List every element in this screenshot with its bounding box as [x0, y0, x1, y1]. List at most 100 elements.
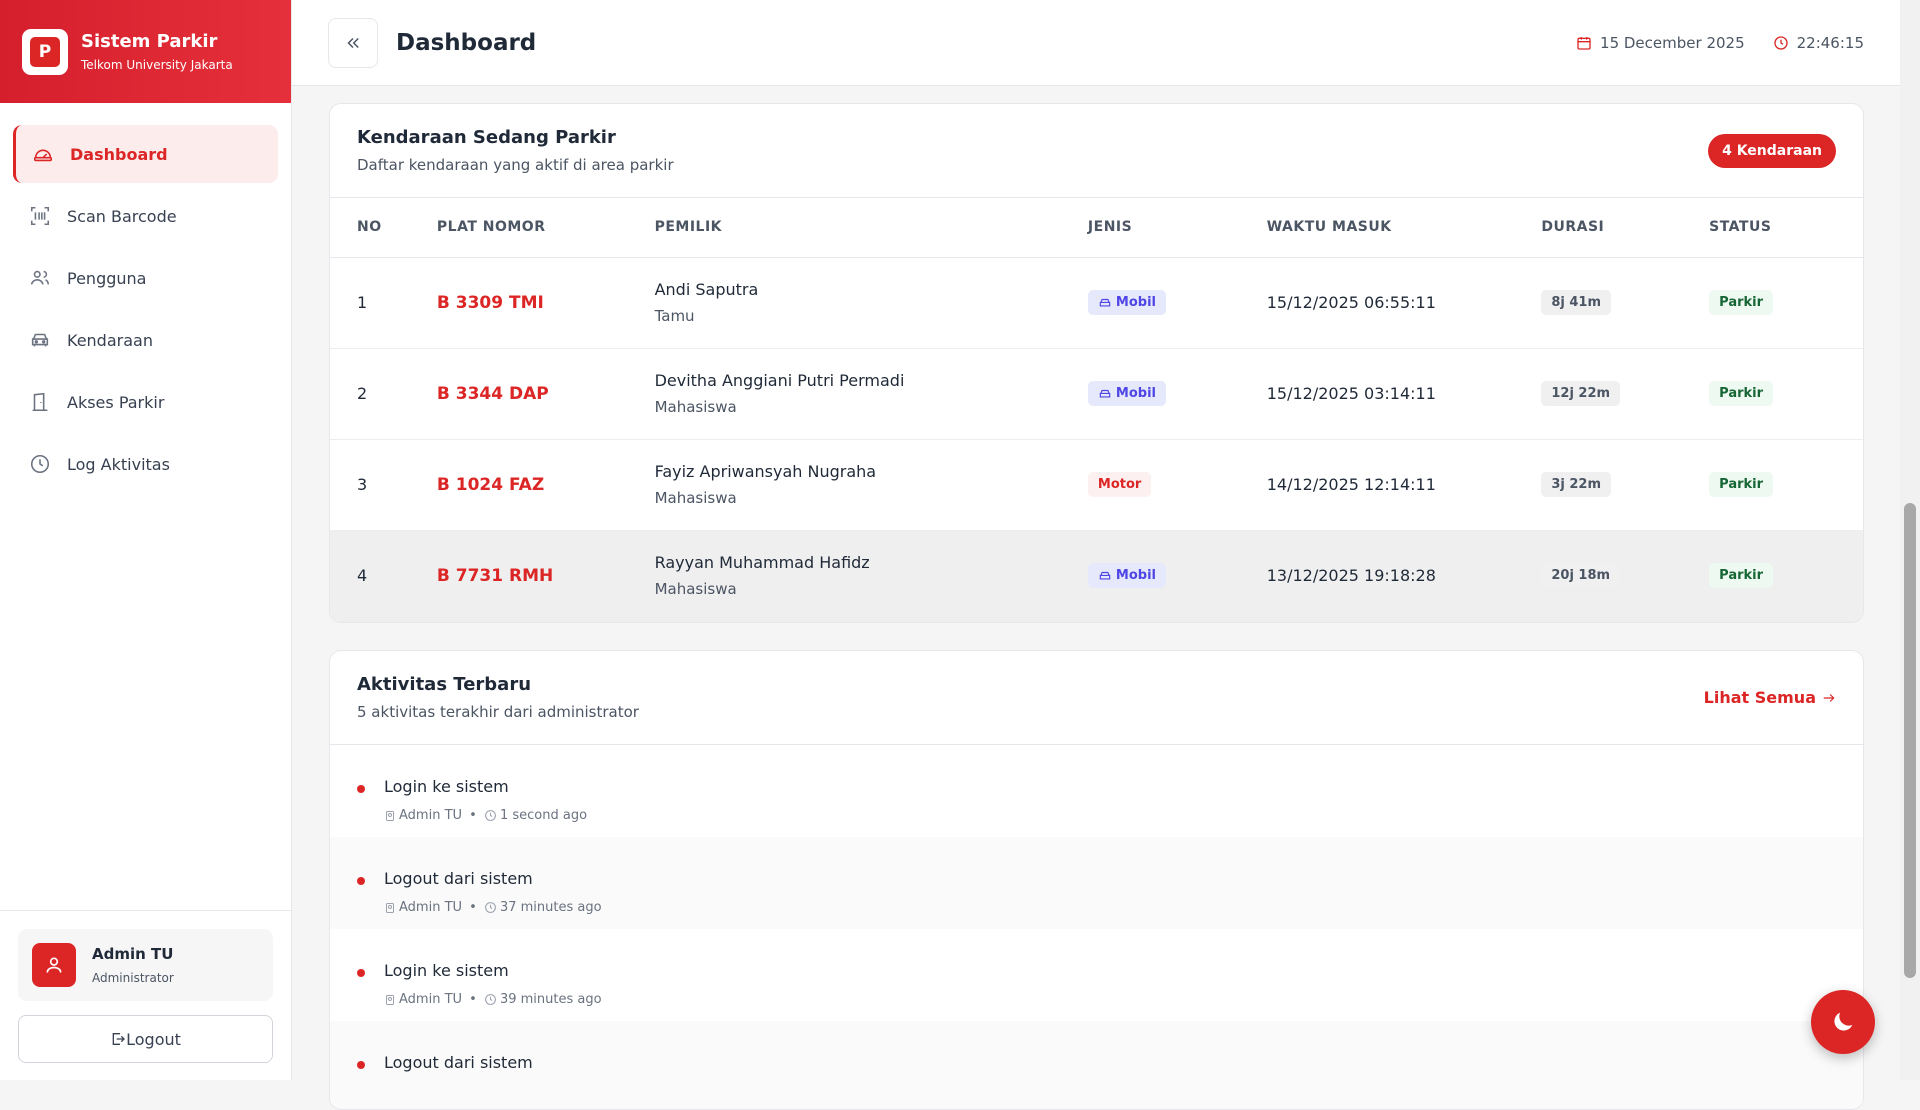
- duration-cell: 8j 41m: [1540, 257, 1709, 349]
- activity-item: Logout dari sistem: [330, 1021, 1863, 1109]
- vehicle-type-label: Motor: [1097, 477, 1142, 492]
- menu-item[interactable]: Log Aktivitas: [13, 435, 278, 493]
- time: 22:46:15: [1773, 34, 1864, 52]
- menu-item[interactable]: Kendaraan: [13, 311, 278, 369]
- duration-cell: 20j 18m: [1540, 530, 1709, 622]
- date: 15 December 2025: [1576, 34, 1745, 52]
- menu-label: Pengguna: [67, 268, 147, 288]
- activity-item: Logout dari sistem Admin TU • 37 minutes …: [330, 837, 1863, 929]
- activity-meta: Admin TU • 1 second ago: [384, 808, 1836, 823]
- activity-time: 1 second ago: [499, 808, 588, 823]
- menu-label: Kendaraan: [67, 330, 153, 350]
- column-header: DURASI: [1540, 198, 1709, 258]
- owner-role: Mahasiswa: [654, 398, 737, 416]
- logo-letter: P: [30, 36, 60, 67]
- activity-list: Login ke sistem Admin TU • 1 second ago Lo…: [330, 745, 1863, 1109]
- column-header: NO: [330, 198, 436, 258]
- activity-user: Admin TU: [399, 900, 463, 915]
- menu-label: Log Aktivitas: [67, 454, 170, 474]
- brand-title: Sistem Parkir: [81, 31, 218, 52]
- brand-subtitle: Telkom University Jakarta: [81, 58, 233, 72]
- logout-button[interactable]: Logout: [18, 1015, 273, 1063]
- collapse-button[interactable]: [328, 17, 378, 68]
- row-number: 2: [330, 348, 436, 440]
- parked-table: NO PLAT NOMOR PEMILIK JENIS WAKTU MASUK DURAS…: [330, 198, 1863, 622]
- activity-subtitle: 5 aktivitas terakhir dari administrator: [357, 703, 639, 721]
- status: Parkir: [1709, 472, 1774, 497]
- menu-item[interactable]: Scan Barcode: [13, 187, 278, 245]
- activity-text: Logout dari sistem: [384, 869, 533, 888]
- vehicle-type: Mobil: [1087, 290, 1167, 315]
- menu-item[interactable]: Dashboard: [13, 125, 278, 183]
- menu-icon: [33, 149, 53, 162]
- activity-dot: [357, 969, 365, 977]
- entry-time: 15/12/2025 06:55:11: [1265, 257, 1541, 349]
- user-role: Administrator: [92, 971, 174, 985]
- entry-time: 13/12/2025 19:18:28: [1265, 530, 1541, 622]
- menu-item[interactable]: Akses Parkir: [13, 373, 278, 431]
- duration: 12j 22m: [1541, 381, 1621, 406]
- logout-label: Logout: [126, 1029, 181, 1049]
- column-header: JENIS: [1086, 198, 1266, 258]
- menu-item[interactable]: Pengguna: [13, 249, 278, 307]
- sidebar: P Sistem Parkir Telkom University Jakarta…: [0, 0, 292, 1080]
- scroll-thumb[interactable]: [1904, 503, 1916, 978]
- status: Parkir: [1709, 290, 1774, 315]
- vehicle-type-label: Mobil: [1115, 386, 1157, 401]
- see-all-link[interactable]: Lihat Semua: [1704, 688, 1836, 707]
- separator: •: [465, 992, 481, 1007]
- status-cell: Parkir: [1708, 348, 1863, 440]
- owner-role: Mahasiswa: [654, 580, 737, 598]
- clock-icon: [485, 810, 496, 821]
- column-header: PLAT NOMOR: [435, 198, 654, 258]
- column-header: WAKTU MASUK: [1265, 198, 1541, 258]
- plate-number: B 7731 RMH: [435, 530, 654, 622]
- type-cell: Motor: [1086, 439, 1266, 531]
- parked-header: Kendaraan Sedang Parkir Daftar kendaraan …: [330, 104, 1863, 198]
- duration: 8j 41m: [1541, 290, 1612, 315]
- owner-name: Rayyan Muhammad Hafidz: [654, 553, 870, 572]
- owner-cell: Devitha Anggiani Putri Permadi Mahasiswa: [653, 348, 1087, 440]
- parked-card: Kendaraan Sedang Parkir Daftar kendaraan …: [329, 103, 1864, 623]
- scrollbar: [1900, 0, 1920, 1080]
- user-icon: [386, 810, 394, 821]
- status: Parkir: [1709, 381, 1774, 406]
- activity-meta: Admin TU • 39 minutes ago: [384, 992, 1836, 1007]
- activity-user: Admin TU: [399, 808, 463, 823]
- status-cell: Parkir: [1708, 439, 1863, 531]
- vehicle-type-label: Mobil: [1115, 295, 1157, 310]
- activity-time: 37 minutes ago: [499, 900, 602, 915]
- logo: P: [22, 28, 68, 75]
- activity-user: Admin TU: [399, 992, 463, 1007]
- dark-mode-button[interactable]: [1811, 990, 1875, 1054]
- menu-label: Dashboard: [70, 144, 168, 164]
- status-cell: Parkir: [1708, 257, 1863, 349]
- row-number: 1: [330, 257, 436, 349]
- entry-time: 15/12/2025 03:14:11: [1265, 348, 1541, 440]
- user-icon: [386, 902, 394, 913]
- menu: Dashboard Scan Barcode Pengguna Kendaraan Ak…: [0, 103, 291, 493]
- time-text: 22:46:15: [1796, 33, 1864, 52]
- entry-time: 14/12/2025 12:14:11: [1265, 439, 1541, 531]
- activity-title: Aktivitas Terbaru: [357, 674, 532, 695]
- plate-number: B 3309 TMI: [435, 257, 654, 349]
- separator: •: [465, 900, 481, 915]
- type-cell: Mobil: [1086, 530, 1266, 622]
- activity-item: Login ke sistem Admin TU • 1 second ago: [330, 745, 1863, 837]
- activity-dot: [357, 785, 365, 793]
- user-avatar: [32, 943, 76, 987]
- activity-text: Login ke sistem: [384, 961, 509, 980]
- plate-number: B 3344 DAP: [435, 348, 654, 440]
- activity-dot: [357, 1061, 365, 1069]
- row-number: 3: [330, 439, 436, 531]
- activity-dot: [357, 877, 365, 885]
- clock-icon: [485, 994, 496, 1005]
- table-header: NO PLAT NOMOR PEMILIK JENIS WAKTU MASUK DURAS…: [330, 198, 1863, 258]
- column-header: STATUS: [1708, 198, 1863, 258]
